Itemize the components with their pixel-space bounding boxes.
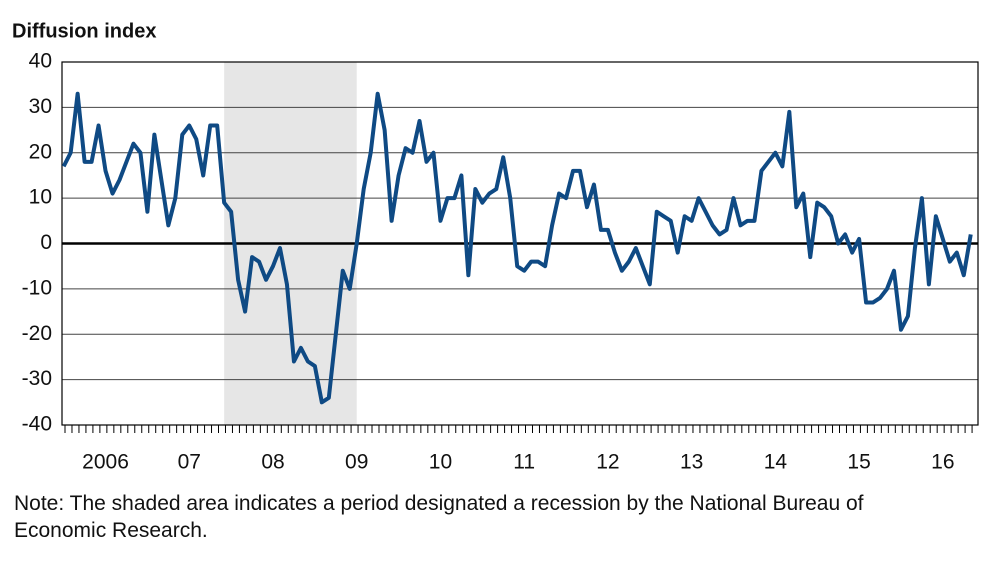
y-tick-label: 0 <box>40 231 52 254</box>
data-line <box>61 91 973 405</box>
x-tick-label: 12 <box>596 451 619 474</box>
x-tick-label: 10 <box>429 451 452 474</box>
x-tick-label: 16 <box>931 451 954 474</box>
y-axis-label: Diffusion index <box>12 20 156 42</box>
y-tick-label: -10 <box>22 276 52 299</box>
x-tick-label: 13 <box>680 451 703 474</box>
y-tick-label: 20 <box>29 140 52 163</box>
y-tick-label: 40 <box>29 50 52 73</box>
x-tick-label: 09 <box>345 451 368 474</box>
y-tick-label: 10 <box>29 186 52 209</box>
x-tick-label: 15 <box>847 451 870 474</box>
y-tick-label: -40 <box>22 413 52 436</box>
y-tick-label: 30 <box>29 95 52 118</box>
x-tick-label: 14 <box>764 451 788 474</box>
x-tick-label: 2006 <box>82 451 129 474</box>
plot-frame <box>61 61 979 426</box>
chart: Diffusion index -40 -30 -20 -10 0 10 20 30 40 200… <box>12 20 979 474</box>
x-tick-label: 07 <box>178 451 201 474</box>
y-tick-label: -30 <box>22 367 52 390</box>
x-tick-label: 11 <box>513 451 535 474</box>
note: Note: The shaded area indicates a period… <box>14 492 864 542</box>
y-tick-label: -20 <box>22 322 52 345</box>
x-tick-label: 08 <box>261 451 284 474</box>
